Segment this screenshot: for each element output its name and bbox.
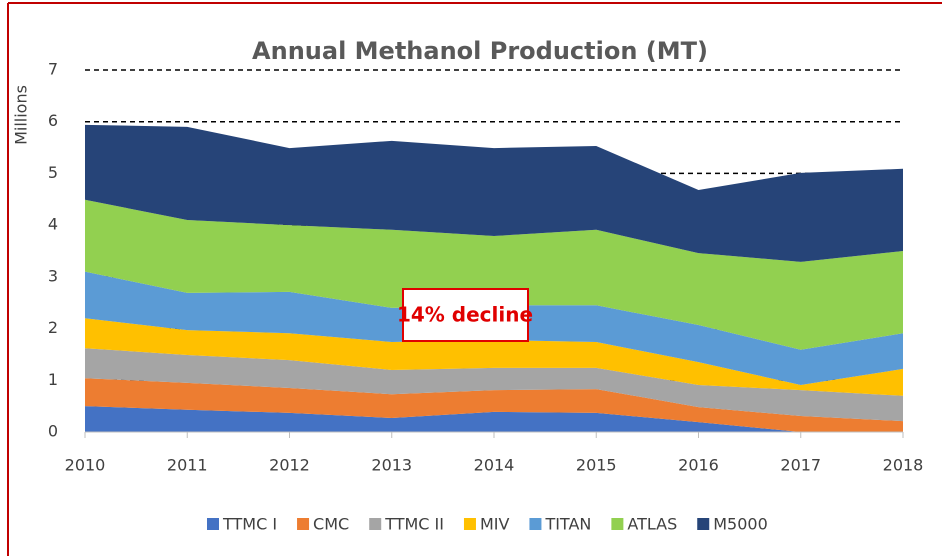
areas: [85, 124, 903, 432]
y-tick-label: 7: [48, 60, 58, 79]
x-tick-label: 2016: [678, 456, 719, 475]
y-tick-label: 0: [48, 422, 58, 441]
annotation: 14% decline: [397, 303, 533, 327]
x-tick-label: 2017: [780, 456, 821, 475]
y-tick-label: 1: [48, 370, 58, 389]
y-tick-label: 4: [48, 215, 58, 234]
legend-label: M5000: [713, 515, 768, 534]
legend-swatch: [297, 518, 310, 530]
chart-title: Annual Methanol Production (MT): [252, 37, 708, 65]
y-tick-label: 2: [48, 318, 58, 337]
x-tick-label: 2014: [474, 456, 515, 475]
x-tick-label: 2012: [269, 456, 310, 475]
x-tick-label: 2010: [65, 456, 106, 475]
legend-swatch: [207, 518, 219, 530]
y-tick-label: 3: [48, 266, 58, 285]
area: [85, 199, 903, 350]
legend-swatch: [611, 518, 624, 530]
x-tick-label: 2018: [883, 456, 924, 475]
annotation-box: [402, 288, 529, 342]
y-tick-label: 5: [48, 163, 58, 182]
legend-swatch: [369, 518, 382, 530]
legend-label: TTMC II: [384, 515, 444, 534]
y-axis-label: Millions: [12, 85, 31, 145]
foreground: 0 1 2 3 4 5 6 7 2010 2011 2012 2013 2014 2015 2016 2017…: [48, 60, 924, 534]
area: [85, 406, 903, 432]
legend-label: TITAN: [544, 515, 591, 534]
legend-label: MIV: [480, 515, 510, 534]
x-tick-label: 2011: [167, 456, 208, 475]
x-tick-label: 2013: [371, 456, 412, 475]
legend-swatch: [463, 518, 476, 530]
legend-swatch: [697, 518, 710, 530]
x-tick-label: 2015: [576, 456, 617, 475]
area: [85, 124, 903, 262]
area: [85, 318, 903, 396]
area: [85, 378, 903, 432]
area: [85, 348, 903, 422]
y-tick-label: 6: [48, 111, 58, 130]
legend-label: TTMC I: [222, 515, 277, 534]
legend-label: ATLAS: [627, 515, 677, 534]
legend-swatch: [529, 518, 542, 530]
legend-label: CMC: [313, 515, 349, 534]
